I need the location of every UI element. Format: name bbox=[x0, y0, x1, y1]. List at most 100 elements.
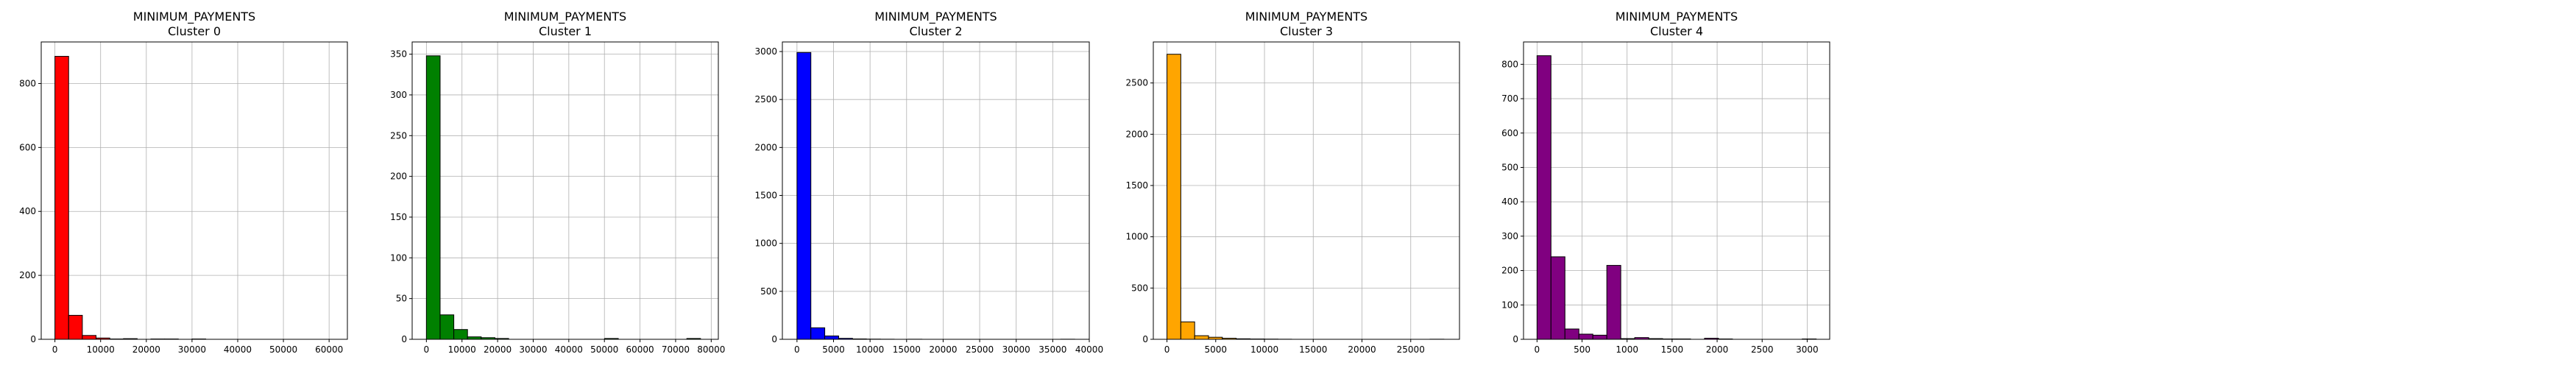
x-tick-label: 60000 bbox=[626, 344, 654, 355]
x-tick-label: 30000 bbox=[178, 344, 206, 355]
x-tick-label: 20000 bbox=[132, 344, 160, 355]
histogram-bar bbox=[439, 314, 455, 340]
y-tick-label: 700 bbox=[1501, 93, 1518, 104]
x-tick-label: 20000 bbox=[1348, 344, 1376, 355]
chart-title: MINIMUM_PAYMENTS bbox=[1616, 10, 1738, 24]
chart-subtitle: Cluster 4 bbox=[1650, 24, 1703, 38]
chart-subtitle: Cluster 1 bbox=[539, 24, 592, 38]
x-tick-label: 10000 bbox=[856, 344, 884, 355]
histogram-bar bbox=[1194, 335, 1209, 340]
histogram-bar bbox=[810, 327, 826, 340]
y-tick-label: 0 bbox=[1142, 334, 1148, 344]
histogram-bar bbox=[1536, 55, 1551, 340]
x-tick-label: 500 bbox=[1574, 344, 1590, 355]
histogram-bar bbox=[82, 335, 97, 340]
histogram-bar bbox=[796, 52, 812, 340]
x-tick-label: 20000 bbox=[929, 344, 957, 355]
histogram-bar bbox=[54, 56, 69, 340]
y-tick-label: 600 bbox=[19, 142, 36, 152]
x-tick-label: 10000 bbox=[1250, 344, 1278, 355]
x-tick-label: 40000 bbox=[224, 344, 252, 355]
histogram-bar bbox=[1592, 334, 1607, 340]
chart-title: MINIMUM_PAYMENTS bbox=[1245, 10, 1367, 24]
y-tick-label: 500 bbox=[1501, 162, 1518, 172]
x-tick-label: 25000 bbox=[966, 344, 994, 355]
x-tick-label: 5000 bbox=[822, 344, 845, 355]
x-tick-label: 5000 bbox=[1205, 344, 1228, 355]
chart-subtitle: Cluster 2 bbox=[909, 24, 962, 38]
x-tick-label: 10000 bbox=[87, 344, 115, 355]
y-tick-label: 2000 bbox=[1125, 129, 1148, 139]
y-tick-label: 150 bbox=[390, 212, 407, 222]
plot-frame bbox=[411, 41, 719, 340]
x-tick-label: 40000 bbox=[1075, 344, 1103, 355]
chart-subtitle: Cluster 3 bbox=[1280, 24, 1333, 38]
x-tick-label: 60000 bbox=[315, 344, 343, 355]
x-tick-label: 15000 bbox=[893, 344, 921, 355]
x-tick-label: 50000 bbox=[590, 344, 618, 355]
x-tick-label: 2000 bbox=[1706, 344, 1729, 355]
histogram-bar bbox=[425, 55, 441, 340]
y-tick-label: 1000 bbox=[754, 238, 777, 249]
x-tick-label: 50000 bbox=[269, 344, 297, 355]
y-tick-label: 300 bbox=[1501, 231, 1518, 241]
chart-title: MINIMUM_PAYMENTS bbox=[874, 10, 997, 24]
x-tick-label: 20000 bbox=[484, 344, 512, 355]
y-tick-label: 200 bbox=[390, 171, 407, 182]
y-tick-label: 0 bbox=[1512, 334, 1518, 344]
y-tick-label: 500 bbox=[760, 286, 777, 297]
x-tick-label: 30000 bbox=[519, 344, 547, 355]
histogram-bar bbox=[1564, 328, 1579, 340]
plot-frame bbox=[782, 41, 1090, 340]
x-tick-label: 1500 bbox=[1661, 344, 1684, 355]
x-tick-label: 70000 bbox=[662, 344, 690, 355]
x-tick-label: 10000 bbox=[448, 344, 476, 355]
y-tick-label: 2500 bbox=[754, 94, 777, 105]
histogram-bar bbox=[1550, 256, 1565, 340]
y-tick-label: 0 bbox=[30, 334, 36, 344]
y-tick-label: 500 bbox=[1131, 283, 1148, 293]
y-tick-label: 100 bbox=[390, 252, 407, 263]
x-tick-label: 15000 bbox=[1299, 344, 1327, 355]
y-tick-label: 100 bbox=[1501, 300, 1518, 310]
y-tick-label: 400 bbox=[1501, 197, 1518, 207]
y-tick-label: 2000 bbox=[754, 142, 777, 152]
y-tick-label: 400 bbox=[19, 206, 36, 216]
chart-subtitle: Cluster 0 bbox=[168, 24, 221, 38]
x-tick-label: 0 bbox=[1164, 344, 1170, 355]
x-tick-label: 40000 bbox=[555, 344, 583, 355]
x-tick-label: 25000 bbox=[1397, 344, 1425, 355]
histogram-bar bbox=[1578, 333, 1593, 340]
x-tick-label: 0 bbox=[52, 344, 58, 355]
chart-title: MINIMUM_PAYMENTS bbox=[133, 10, 255, 24]
y-tick-label: 600 bbox=[1501, 128, 1518, 138]
x-tick-label: 35000 bbox=[1038, 344, 1066, 355]
histogram-bar bbox=[1606, 265, 1621, 340]
y-tick-label: 0 bbox=[401, 334, 407, 344]
x-tick-label: 2500 bbox=[1751, 344, 1774, 355]
y-tick-label: 1000 bbox=[1125, 232, 1148, 242]
plot-frame bbox=[1153, 41, 1460, 340]
histogram-bar bbox=[824, 335, 839, 340]
y-tick-label: 200 bbox=[1501, 266, 1518, 276]
y-tick-label: 50 bbox=[396, 294, 407, 304]
y-tick-label: 250 bbox=[390, 130, 407, 141]
plot-frame bbox=[40, 41, 348, 340]
y-tick-label: 300 bbox=[390, 90, 407, 100]
y-tick-label: 200 bbox=[19, 270, 36, 280]
y-tick-label: 0 bbox=[771, 334, 777, 344]
x-tick-label: 3000 bbox=[1796, 344, 1819, 355]
y-tick-label: 1500 bbox=[754, 191, 777, 201]
histogram-bar bbox=[1180, 321, 1195, 340]
y-tick-label: 800 bbox=[19, 78, 36, 88]
y-tick-label: 1500 bbox=[1125, 180, 1148, 191]
x-tick-label: 0 bbox=[424, 344, 430, 355]
chart-title: MINIMUM_PAYMENTS bbox=[504, 10, 626, 24]
y-tick-label: 2500 bbox=[1125, 78, 1148, 88]
